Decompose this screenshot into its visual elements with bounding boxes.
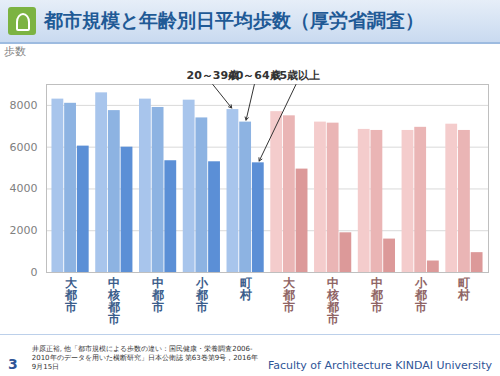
svg-text:65歳以上: 65歳以上 [272, 69, 320, 82]
svg-text:町村: 町村 [239, 276, 252, 302]
html-text:3: 3 [8, 356, 18, 372]
html-text:Faculty of Architecture KINDAI: Faculty of Architecture KINDAI Universit… [267, 359, 492, 372]
svg-text:8000: 8000 [10, 99, 38, 112]
svg-text:小都市: 小都市 [195, 276, 209, 314]
svg-text:中核都市: 中核都市 [107, 276, 120, 326]
svg-text:2000: 2000 [10, 224, 38, 237]
svg-text:20～39歳: 20～39歳 [186, 69, 240, 82]
svg-text:4000: 4000 [10, 182, 38, 195]
svg-text:大都市: 大都市 [64, 276, 78, 314]
svg-text:中核都市: 中核都市 [326, 276, 339, 326]
html-text:都市規模と年齢別日平均歩数（厚労省調査）: 都市規模と年齢別日平均歩数（厚労省調査） [44, 9, 424, 31]
svg-text:中都市: 中都市 [151, 276, 164, 314]
html-text:井原正裕, 他「都市規模による歩数の違い：国民健康・栄養調査: 井原正裕, 他「都市規模による歩数の違い：国民健康・栄養調査2006-2010年… [31, 345, 258, 371]
svg-text:町村: 町村 [457, 276, 470, 302]
svg-text:6000: 6000 [10, 141, 38, 154]
svg-text:40～64歳: 40～64歳 [228, 69, 281, 82]
svg-text:0: 0 [31, 266, 38, 279]
svg-text:大都市: 大都市 [282, 276, 296, 314]
svg-text:小都市: 小都市 [414, 276, 428, 314]
svg-text:歩数: 歩数 [4, 45, 26, 58]
svg-text:中都市: 中都市 [370, 276, 383, 314]
